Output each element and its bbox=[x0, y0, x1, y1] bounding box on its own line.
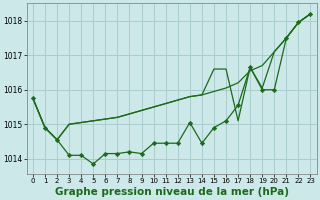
X-axis label: Graphe pression niveau de la mer (hPa): Graphe pression niveau de la mer (hPa) bbox=[55, 187, 289, 197]
